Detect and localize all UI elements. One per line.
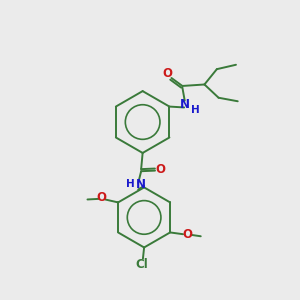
Text: O: O xyxy=(97,191,106,204)
Text: O: O xyxy=(182,228,192,241)
Text: O: O xyxy=(155,163,165,176)
Text: H: H xyxy=(191,104,200,115)
Text: O: O xyxy=(163,67,172,80)
Text: H: H xyxy=(126,179,135,189)
Text: Cl: Cl xyxy=(135,258,148,271)
Text: N: N xyxy=(180,98,190,111)
Text: N: N xyxy=(136,178,146,191)
